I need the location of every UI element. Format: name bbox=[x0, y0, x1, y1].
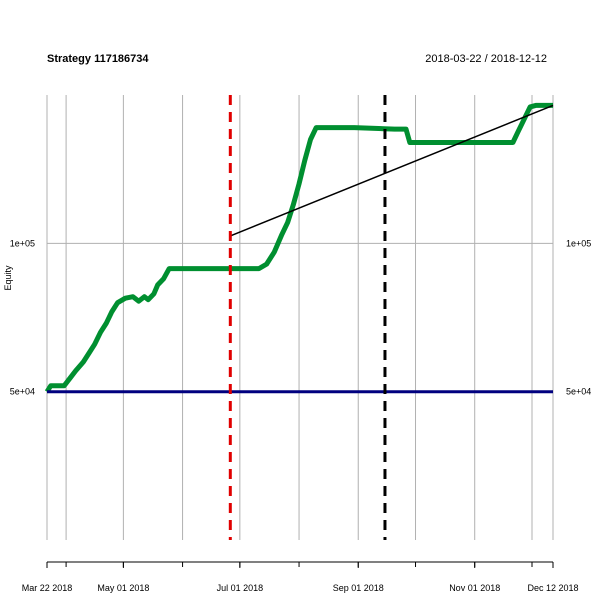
series-line-0 bbox=[44, 102, 553, 394]
x-tick-label: Jul 01 2018 bbox=[217, 583, 264, 593]
axis-layer: 1e+05 1e+05 5e+04 5e+04 Mar 22 2018 May 01 20… bbox=[10, 238, 592, 593]
y-tick-label-right: 5e+04 bbox=[566, 387, 591, 397]
grid-layer bbox=[46, 95, 554, 540]
series-layer bbox=[44, 102, 554, 394]
chart-title: Strategy 117186734 bbox=[47, 53, 149, 65]
x-tick-label: May 01 2018 bbox=[97, 583, 149, 593]
y-tick-label-right: 1e+05 bbox=[566, 238, 591, 248]
x-tick-label: Sep 01 2018 bbox=[333, 583, 384, 593]
series-line-1 bbox=[230, 104, 554, 237]
marker-layer bbox=[228, 95, 387, 540]
y-tick-label-left: 5e+04 bbox=[10, 387, 35, 397]
x-tick-label: Dec 12 2018 bbox=[527, 583, 578, 593]
y-tick-label-left: 1e+05 bbox=[10, 238, 35, 248]
x-tick-label: Nov 01 2018 bbox=[449, 583, 500, 593]
y-axis-label: Equity bbox=[3, 265, 13, 291]
chart-date-range: 2018-03-22 / 2018-12-12 bbox=[425, 53, 547, 65]
x-tick-label: Mar 22 2018 bbox=[22, 583, 73, 593]
